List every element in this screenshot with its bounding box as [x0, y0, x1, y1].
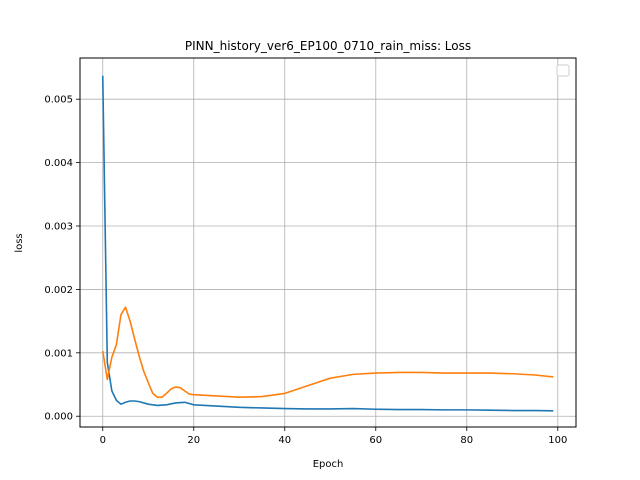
x-axis-ticks: 0 20 40 60 80 100 — [100, 427, 567, 446]
x-axis-label: Epoch — [313, 459, 344, 470]
y-tick-label: 0.002 — [44, 285, 73, 296]
y-axis-ticks: 0.000 0.001 0.002 0.003 0.004 0.005 — [44, 95, 80, 423]
y-tick-label: 0.003 — [44, 222, 73, 233]
x-tick-label: 20 — [187, 435, 200, 446]
y-tick-label: 0.001 — [44, 348, 73, 359]
x-tick-label: 0 — [100, 435, 106, 446]
y-tick-label: 0.005 — [44, 95, 73, 106]
legend-box — [556, 64, 570, 77]
series-group — [101, 75, 554, 412]
y-tick-label: 0.004 — [44, 158, 73, 169]
plot-frame — [79, 57, 577, 428]
grid — [80, 58, 576, 427]
x-tick-label: 80 — [460, 435, 473, 446]
y-tick-label: 0.000 — [44, 412, 73, 423]
series-line-2 — [101, 306, 554, 399]
x-tick-label: 100 — [548, 435, 567, 446]
chart-title: PINN_history_ver6_EP100_0710_rain_miss: … — [185, 39, 471, 53]
series-line-1 — [101, 75, 554, 412]
x-tick-label: 40 — [278, 435, 291, 446]
y-axis-label: loss — [14, 233, 25, 252]
x-tick-label: 60 — [369, 435, 382, 446]
